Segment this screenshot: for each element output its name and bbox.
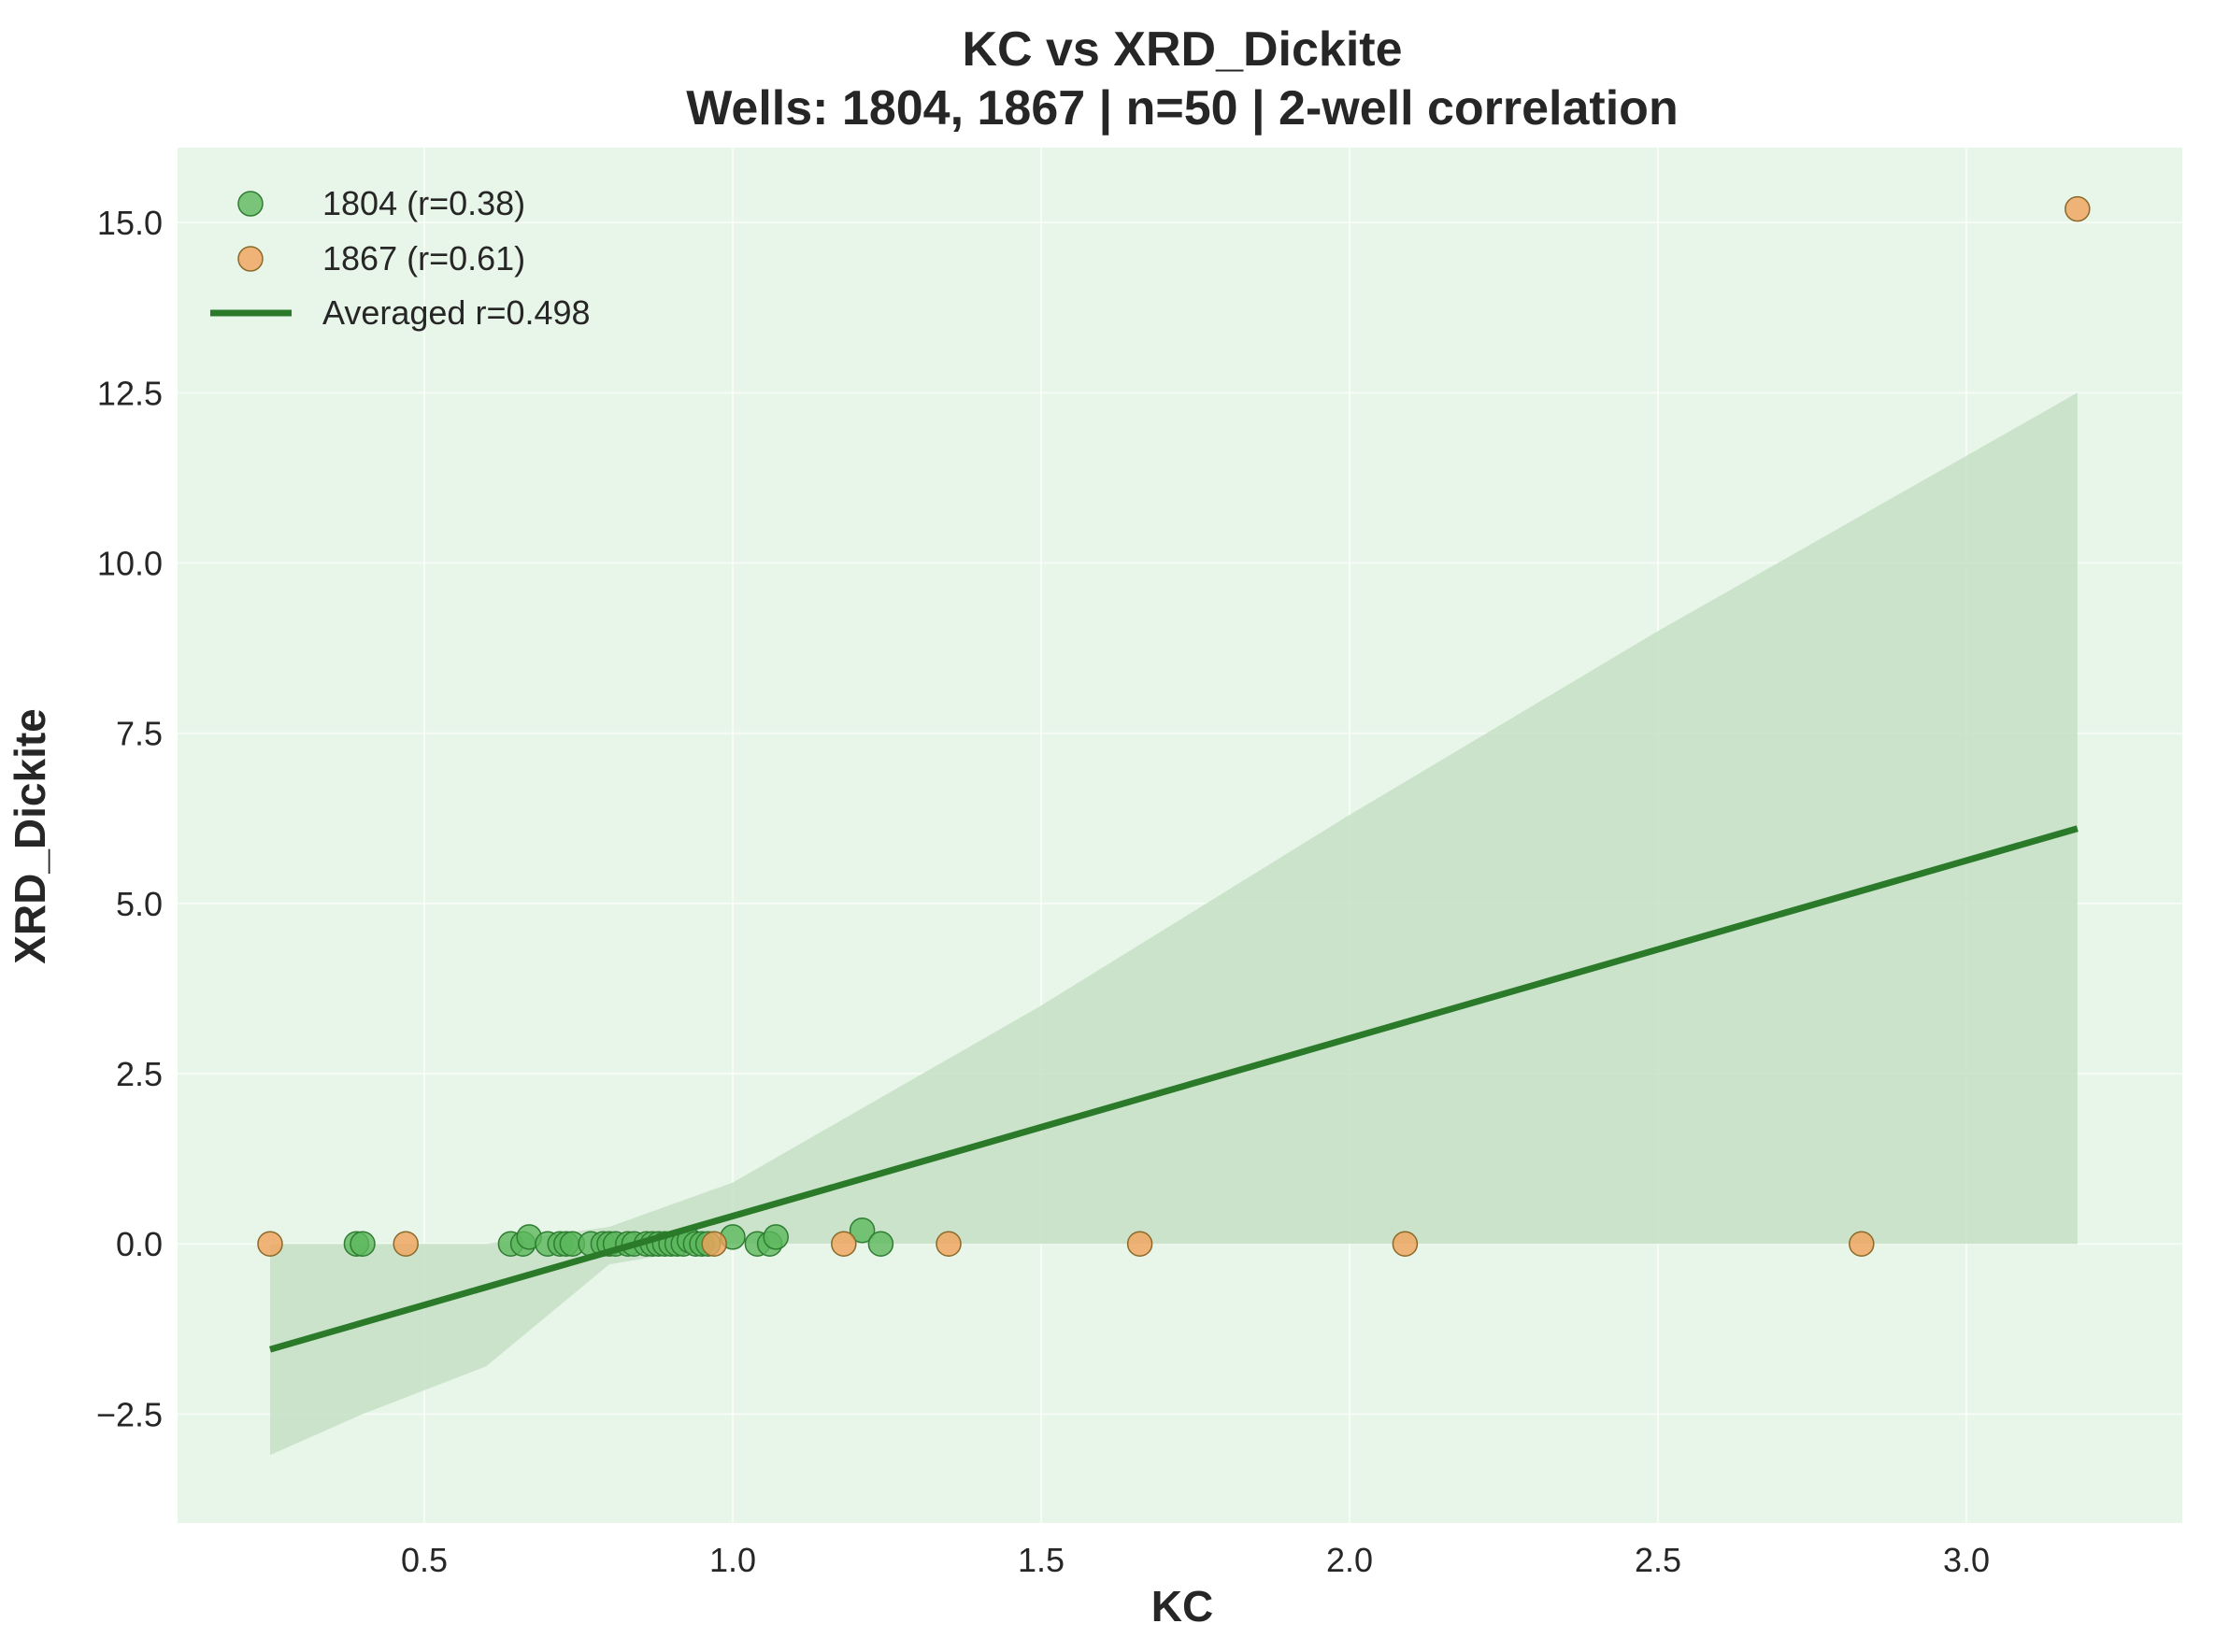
legend-label-regression: Averaged r=0.498 [322, 293, 591, 332]
scatter-points [257, 195, 2091, 1257]
x-tick-label: 3.0 [1943, 1541, 1990, 1579]
point-series-1 [1392, 1231, 1419, 1257]
x-tick-label: 1.5 [1018, 1541, 1065, 1579]
y-axis-label: XRD_Dickite [6, 708, 54, 964]
x-tick-label: 2.0 [1326, 1541, 1373, 1579]
point-series-1 [701, 1231, 727, 1257]
chart-title: KC vs XRD_Dickite [962, 22, 1402, 77]
y-tick-label: 12.5 [97, 374, 163, 412]
point-series-1 [1849, 1231, 1875, 1257]
y-tick-label: 7.5 [116, 715, 163, 753]
legend-label-1804: 1804 (r=0.38) [322, 184, 525, 222]
y-tick-label: 15.0 [97, 204, 163, 242]
y-tick-label: 2.5 [116, 1055, 163, 1093]
legend-label-1867: 1867 (r=0.61) [322, 239, 525, 278]
legend-marker-1804 [237, 191, 264, 217]
tick-labels: 0.5 1.0 1.5 2.0 2.5 3.0 −2.5 0.0 2.5 5.0 7.5 10.0 12… [96, 204, 1990, 1579]
x-axis-label: KC [1151, 1582, 1213, 1631]
point-series-1 [936, 1231, 962, 1257]
point-series-1 [831, 1231, 857, 1257]
point-series-0 [350, 1231, 376, 1257]
grid [178, 148, 2182, 1523]
point-series-1 [257, 1231, 283, 1257]
point-series-0 [763, 1224, 789, 1250]
point-series-0 [867, 1231, 894, 1257]
y-tick-label: 0.0 [116, 1225, 163, 1263]
legend: 1804 (r=0.38) 1867 (r=0.61) Averaged r=0… [210, 184, 591, 332]
regression-line [269, 825, 2079, 1353]
point-series-1 [1126, 1231, 1153, 1257]
point-series-0 [849, 1217, 876, 1244]
x-tick-label: 2.5 [1635, 1541, 1681, 1579]
confidence-band [270, 392, 2078, 1456]
point-series-1 [393, 1231, 419, 1257]
chart-subtitle: Wells: 1804, 1867 | n=50 | 2-well correl… [686, 81, 1678, 135]
y-tick-label: 5.0 [116, 885, 163, 923]
x-tick-label: 0.5 [401, 1541, 448, 1579]
legend-marker-1867 [237, 246, 264, 272]
y-tick-label: −2.5 [96, 1395, 163, 1433]
x-tick-label: 1.0 [709, 1541, 756, 1579]
point-series-1 [2065, 195, 2091, 222]
y-tick-label: 10.0 [97, 545, 163, 583]
